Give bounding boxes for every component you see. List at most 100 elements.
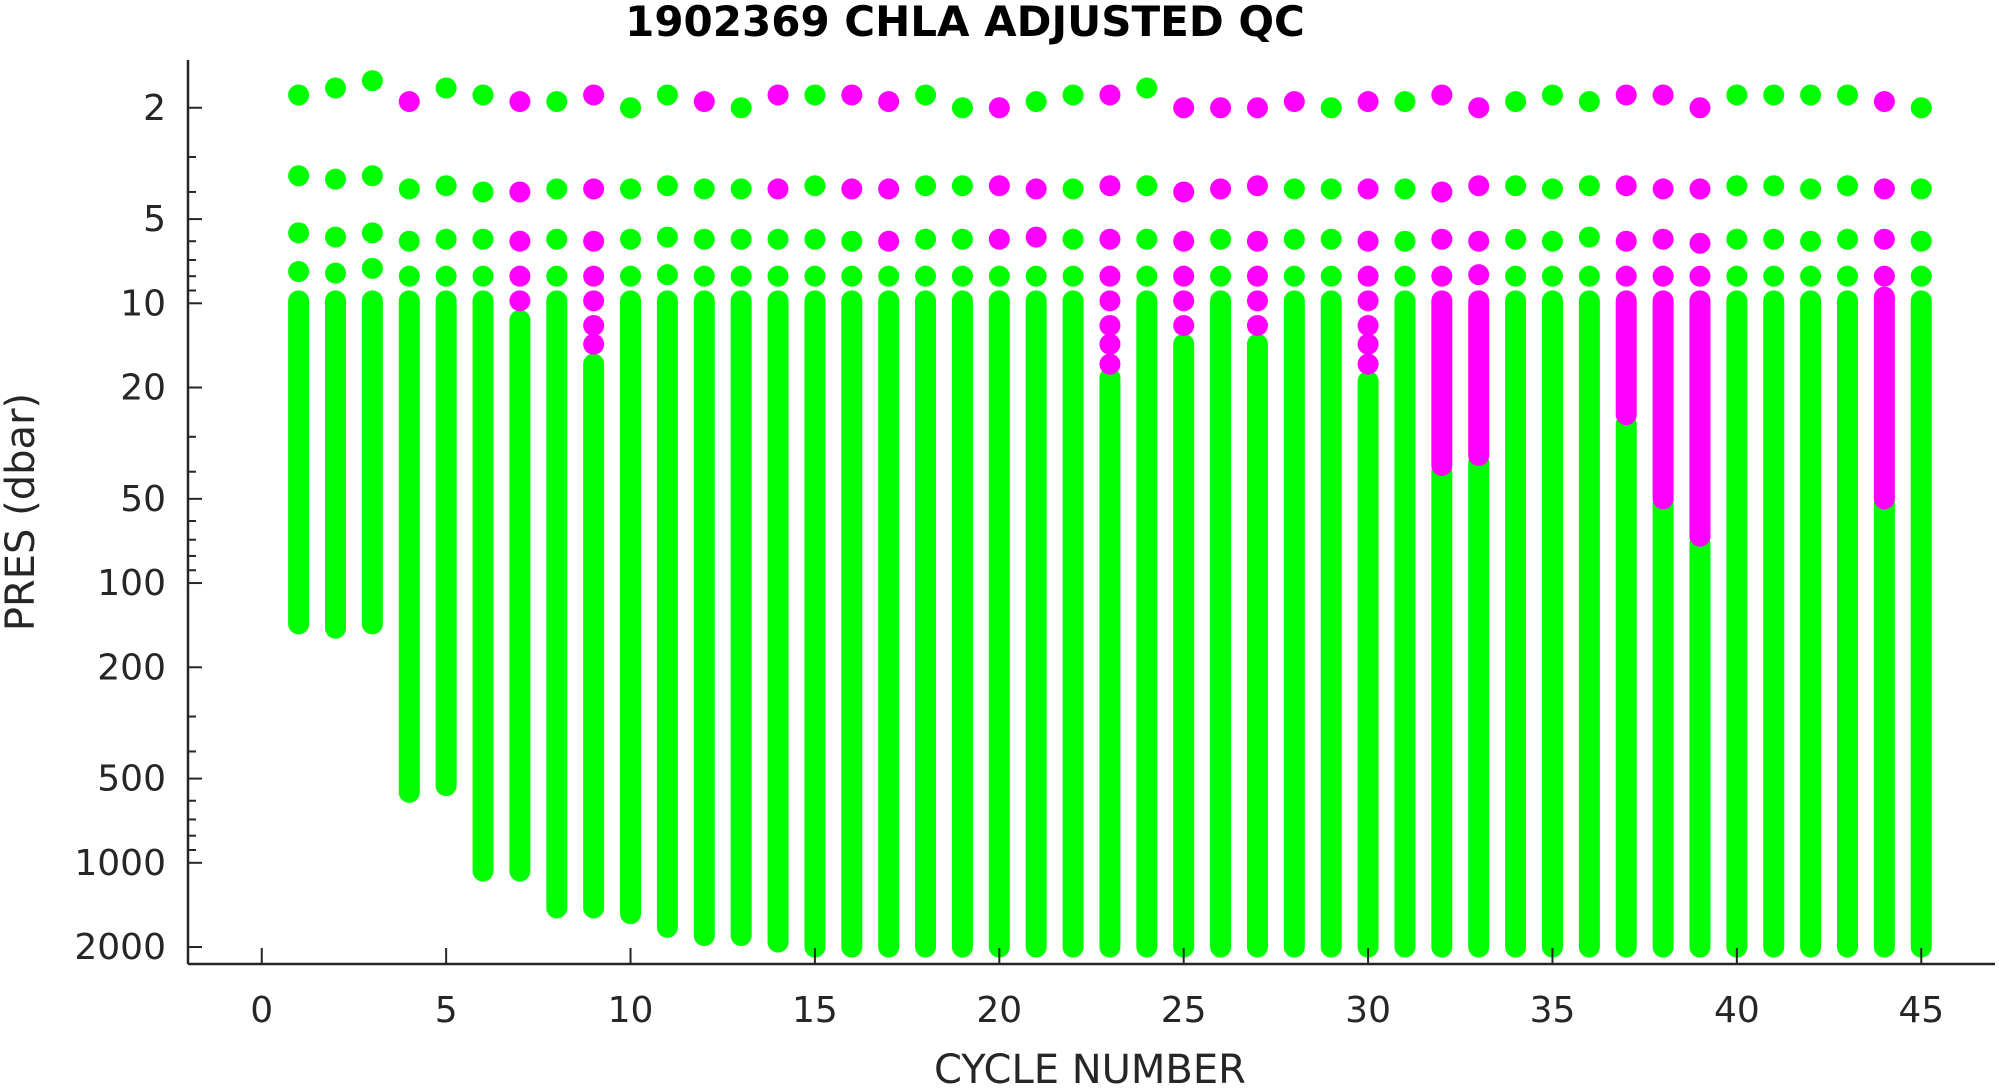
data-point-good-cycle-36 bbox=[1578, 226, 1600, 248]
data-point-good-cycle-24 bbox=[1136, 265, 1158, 287]
data-point-good-cycle-2 bbox=[325, 262, 347, 284]
data-point-flagged-cycle-25 bbox=[1173, 314, 1195, 336]
data-point-flagged-cycle-7 bbox=[509, 290, 531, 312]
data-point-good-cycle-4 bbox=[398, 178, 420, 200]
data-point-good-cycle-41 bbox=[1763, 265, 1785, 287]
x-tick-label-0: 0 bbox=[250, 990, 273, 1031]
data-point-good-cycle-3 bbox=[361, 165, 383, 187]
data-point-flagged-cycle-30 bbox=[1357, 230, 1379, 252]
data-point-good-cycle-5 bbox=[435, 265, 457, 287]
y-tick-label-10: 10 bbox=[120, 283, 166, 324]
data-point-flagged-cycle-9 bbox=[583, 333, 605, 355]
data-point-good-cycle-29 bbox=[1320, 97, 1342, 119]
data-point-flagged-cycle-25 bbox=[1173, 290, 1195, 312]
data-point-good-cycle-15 bbox=[804, 265, 826, 287]
data-point-flagged-cycle-30 bbox=[1357, 314, 1379, 336]
data-point-flagged-cycle-21 bbox=[1025, 178, 1047, 200]
data-point-good-cycle-18 bbox=[915, 228, 937, 250]
data-point-flagged-cycle-37 bbox=[1615, 84, 1637, 106]
data-point-good-cycle-2 bbox=[325, 226, 347, 248]
data-point-flagged-cycle-23 bbox=[1099, 175, 1121, 197]
data-point-flagged-cycle-30 bbox=[1357, 353, 1379, 375]
data-point-good-cycle-34 bbox=[1505, 228, 1527, 250]
data-point-good-cycle-3 bbox=[361, 257, 383, 279]
data-point-good-cycle-10 bbox=[620, 97, 642, 119]
y-axis-label: PRES (dbar) bbox=[0, 393, 44, 631]
data-point-flagged-cycle-27 bbox=[1246, 314, 1268, 336]
data-point-flagged-cycle-23 bbox=[1099, 353, 1121, 375]
y-axis: 2 5 10 20 50 100 200 500 1000 2000 bbox=[74, 88, 202, 968]
data-point-flagged-cycle-26 bbox=[1210, 97, 1232, 119]
data-point-flagged-cycle-27 bbox=[1246, 230, 1268, 252]
data-point-good-cycle-19 bbox=[951, 175, 973, 197]
data-point-good-cycle-5 bbox=[435, 228, 457, 250]
data-point-flagged-cycle-23 bbox=[1099, 228, 1121, 250]
data-point-flagged-cycle-28 bbox=[1283, 91, 1305, 113]
x-tick-label-5: 5 bbox=[435, 990, 458, 1031]
data-point-good-cycle-12 bbox=[693, 265, 715, 287]
data-point-flagged-cycle-17 bbox=[878, 178, 900, 200]
data-point-flagged-cycle-23 bbox=[1099, 290, 1121, 312]
data-point-good-cycle-41 bbox=[1763, 228, 1785, 250]
data-point-good-cycle-31 bbox=[1394, 91, 1416, 113]
data-point-good-cycle-6 bbox=[472, 181, 494, 203]
data-point-flagged-cycle-23 bbox=[1099, 84, 1121, 106]
data-point-flagged-cycle-14 bbox=[767, 84, 789, 106]
data-point-good-cycle-41 bbox=[1763, 175, 1785, 197]
data-point-good-cycle-18 bbox=[915, 175, 937, 197]
data-point-good-cycle-3 bbox=[361, 222, 383, 244]
x-tick-label-35: 35 bbox=[1530, 990, 1576, 1031]
data-point-flagged-cycle-30 bbox=[1357, 91, 1379, 113]
y-tick-label-200: 200 bbox=[97, 647, 166, 688]
data-point-good-cycle-1 bbox=[288, 165, 310, 187]
data-point-good-cycle-12 bbox=[693, 178, 715, 200]
data-point-flagged-cycle-38 bbox=[1652, 178, 1674, 200]
data-point-flagged-cycle-25 bbox=[1173, 97, 1195, 119]
data-point-flagged-cycle-37 bbox=[1615, 265, 1637, 287]
data-point-flagged-cycle-32 bbox=[1431, 228, 1453, 250]
x-axis-label: CYCLE NUMBER bbox=[934, 1047, 1246, 1088]
data-point-good-cycle-15 bbox=[804, 175, 826, 197]
data-point-flagged-cycle-39 bbox=[1689, 97, 1711, 119]
data-point-good-cycle-8 bbox=[546, 265, 568, 287]
data-point-good-cycle-5 bbox=[435, 77, 457, 99]
x-tick-label-10: 10 bbox=[608, 990, 654, 1031]
data-point-good-cycle-8 bbox=[546, 228, 568, 250]
data-point-good-cycle-42 bbox=[1800, 230, 1822, 252]
data-point-good-cycle-22 bbox=[1062, 84, 1084, 106]
data-point-flagged-cycle-33 bbox=[1468, 175, 1490, 197]
data-point-good-cycle-3 bbox=[361, 70, 383, 92]
data-point-good-cycle-36 bbox=[1578, 175, 1600, 197]
data-point-flagged-cycle-7 bbox=[509, 181, 531, 203]
chart-title: 1902369 CHLA ADJUSTED QC bbox=[625, 0, 1305, 46]
data-point-good-cycle-13 bbox=[730, 97, 752, 119]
data-point-flagged-cycle-39 bbox=[1689, 265, 1711, 287]
data-point-good-cycle-22 bbox=[1062, 228, 1084, 250]
data-point-flagged-cycle-23 bbox=[1099, 333, 1121, 355]
data-point-flagged-cycle-9 bbox=[583, 178, 605, 200]
data-point-good-cycle-15 bbox=[804, 228, 826, 250]
data-point-good-cycle-19 bbox=[951, 97, 973, 119]
x-tick-label-45: 45 bbox=[1898, 990, 1944, 1031]
data-point-good-cycle-36 bbox=[1578, 265, 1600, 287]
data-point-good-cycle-43 bbox=[1836, 84, 1858, 106]
data-point-good-cycle-10 bbox=[620, 265, 642, 287]
data-point-flagged-cycle-25 bbox=[1173, 230, 1195, 252]
data-point-flagged-cycle-30 bbox=[1357, 333, 1379, 355]
data-point-good-cycle-20 bbox=[988, 265, 1010, 287]
data-point-good-cycle-2 bbox=[325, 77, 347, 99]
data-point-flagged-cycle-44 bbox=[1873, 265, 1895, 287]
data-points bbox=[288, 70, 1932, 958]
y-tick-label-20: 20 bbox=[120, 368, 166, 409]
data-point-flagged-cycle-21 bbox=[1025, 226, 1047, 248]
data-point-flagged-cycle-16 bbox=[841, 84, 863, 106]
data-point-good-cycle-26 bbox=[1210, 265, 1232, 287]
data-point-good-cycle-13 bbox=[730, 265, 752, 287]
data-point-good-cycle-43 bbox=[1836, 228, 1858, 250]
x-tick-label-40: 40 bbox=[1714, 990, 1760, 1031]
data-point-flagged-cycle-27 bbox=[1246, 175, 1268, 197]
data-point-good-cycle-31 bbox=[1394, 178, 1416, 200]
data-point-flagged-cycle-30 bbox=[1357, 265, 1379, 287]
data-point-flagged-cycle-7 bbox=[509, 265, 531, 287]
